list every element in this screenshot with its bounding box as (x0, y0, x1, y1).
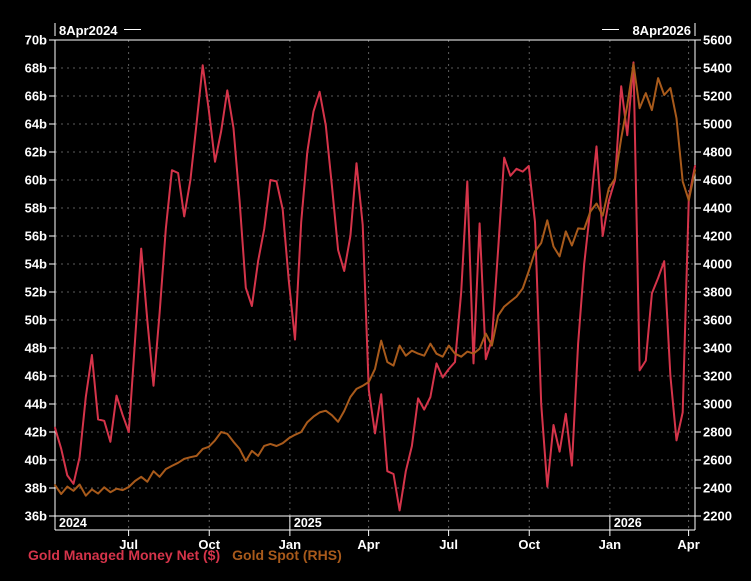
right-axis-label: 2200 (703, 509, 732, 524)
right-axis-label: 4400 (703, 201, 732, 216)
left-axis-label: 36b (25, 509, 47, 524)
left-axis-label: 62b (25, 145, 47, 160)
range-start-label: 8Apr2024 (59, 23, 118, 38)
left-axis-label: 68b (25, 61, 47, 76)
series-gold-managed-money-net-line (54, 61, 696, 512)
chart-legend: Gold Managed Money Net ($) Gold Spot (RH… (28, 547, 342, 563)
right-axis-label: 3600 (703, 313, 732, 328)
left-axis-label: 58b (25, 201, 47, 216)
month-tick-label: Jan (599, 537, 621, 552)
right-axis-label: 5600 (703, 33, 732, 48)
right-axis-label: 5000 (703, 117, 732, 132)
month-tick-label: Oct (518, 537, 540, 552)
left-axis-label: 60b (25, 173, 47, 188)
left-axis-label: 38b (25, 481, 47, 496)
left-axis-label: 48b (25, 341, 47, 356)
legend-gold-spot: Gold Spot (RHS) (232, 547, 342, 563)
left-axis-label: 66b (25, 89, 47, 104)
month-tick-label: Apr (677, 537, 699, 552)
year-label: 2026 (614, 516, 642, 530)
left-axis-label: 42b (25, 425, 47, 440)
month-tick-label: Jul (439, 537, 458, 552)
right-axis-label: 3200 (703, 369, 732, 384)
right-axis-label: 3400 (703, 341, 732, 356)
right-axis-label: 5200 (703, 89, 732, 104)
year-label: 2025 (294, 516, 322, 530)
left-axis-label: 70b (25, 33, 47, 48)
left-axis-label: 64b (25, 117, 47, 132)
right-axis-label: 2800 (703, 425, 732, 440)
left-axis-label: 46b (25, 369, 47, 384)
right-axis-label: 5400 (703, 61, 732, 76)
right-axis-label: 4000 (703, 257, 732, 272)
right-axis-label: 2600 (703, 453, 732, 468)
right-axis-label: 3800 (703, 285, 732, 300)
left-axis-label: 54b (25, 257, 47, 272)
legend-gold-managed-money-net: Gold Managed Money Net ($) (28, 547, 221, 563)
right-axis-label: 4800 (703, 145, 732, 160)
left-axis-label: 40b (25, 453, 47, 468)
left-axis-label: 44b (25, 397, 47, 412)
month-tick-label: Jan (279, 537, 301, 552)
left-axis-label: 50b (25, 313, 47, 328)
range-end-label: 8Apr2026 (632, 23, 691, 38)
month-tick-label: Apr (357, 537, 379, 552)
right-axis-label: 2400 (703, 481, 732, 496)
series-gold-spot-line (54, 63, 696, 497)
right-axis-label: 3000 (703, 397, 732, 412)
month-tick-label: Jul (119, 537, 138, 552)
right-axis-label: 4200 (703, 229, 732, 244)
right-axis-label: 4600 (703, 173, 732, 188)
year-label: 2024 (59, 516, 87, 530)
left-axis-label: 56b (25, 229, 47, 244)
left-axis-label: 52b (25, 285, 47, 300)
month-tick-label: Oct (198, 537, 220, 552)
